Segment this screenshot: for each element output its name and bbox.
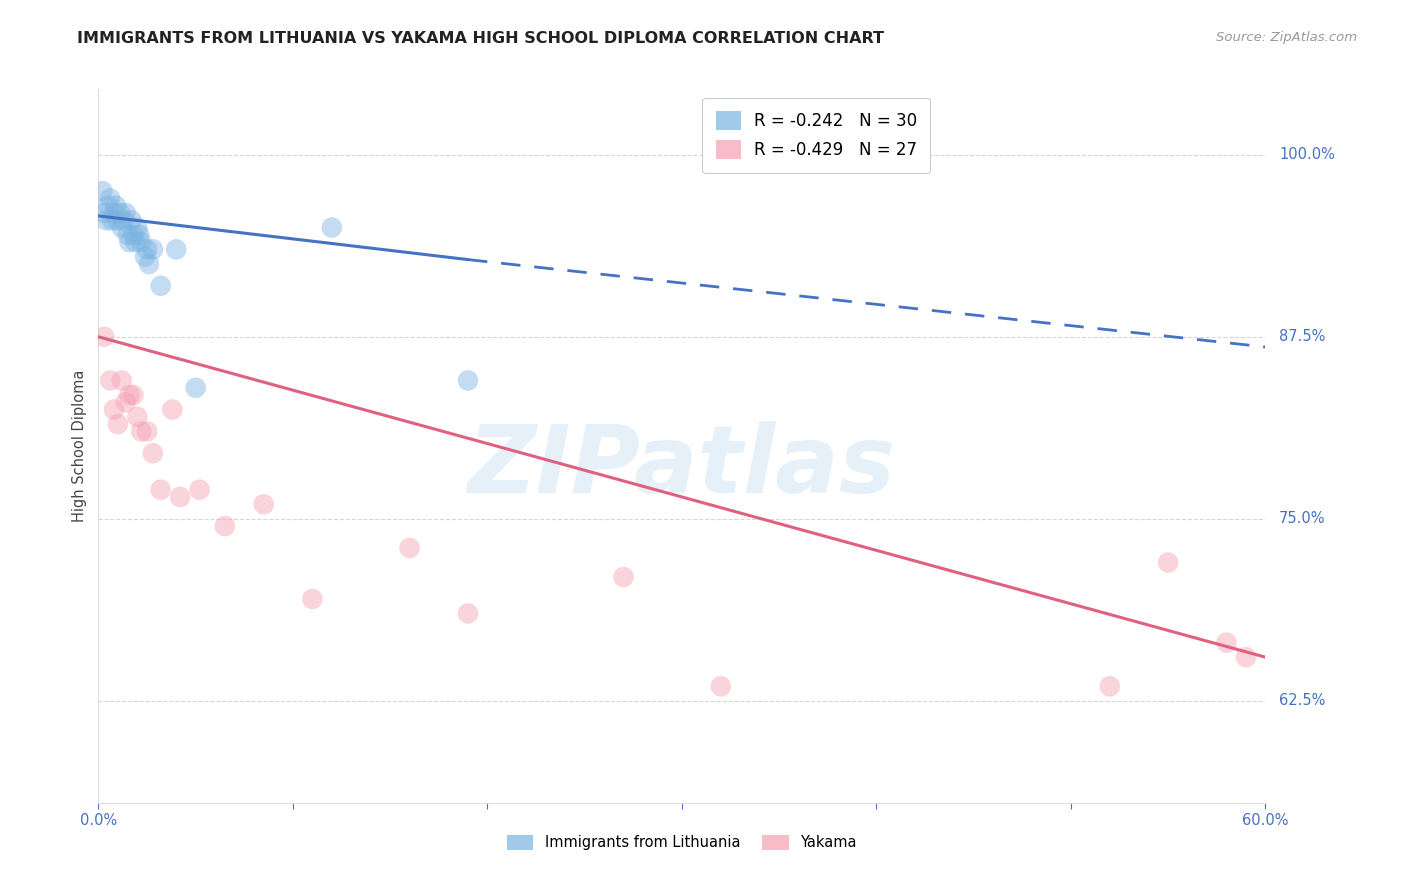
Point — [142, 446, 165, 460]
Point — [117, 227, 139, 242]
Text: ZIPatlas: ZIPatlas — [468, 421, 896, 514]
Point — [112, 213, 135, 227]
Point — [103, 206, 125, 220]
Point — [457, 374, 479, 388]
Point — [118, 235, 141, 249]
Point — [111, 374, 134, 388]
Point — [149, 483, 172, 497]
Point — [122, 227, 145, 242]
Text: Source: ZipAtlas.com: Source: ZipAtlas.com — [1216, 31, 1357, 45]
Point — [101, 213, 124, 227]
Point — [1234, 650, 1257, 665]
Point — [136, 243, 159, 257]
Point — [107, 213, 129, 227]
Point — [91, 184, 114, 198]
Point — [142, 243, 165, 257]
Point — [457, 607, 479, 621]
Legend: Immigrants from Lithuania, Yakama: Immigrants from Lithuania, Yakama — [501, 829, 863, 856]
Point — [184, 381, 207, 395]
Point — [321, 220, 343, 235]
Point — [98, 191, 121, 205]
Point — [169, 490, 191, 504]
Point — [104, 199, 127, 213]
Text: 75.0%: 75.0% — [1279, 511, 1326, 526]
Point — [108, 206, 131, 220]
Text: 87.5%: 87.5% — [1279, 329, 1326, 344]
Point — [253, 497, 276, 511]
Text: 62.5%: 62.5% — [1279, 693, 1326, 708]
Point — [97, 199, 120, 213]
Point — [188, 483, 211, 497]
Point — [138, 257, 160, 271]
Point — [301, 591, 323, 606]
Point — [124, 235, 146, 249]
Point — [134, 250, 156, 264]
Point — [111, 220, 134, 235]
Point — [96, 213, 118, 227]
Point — [162, 402, 184, 417]
Point — [122, 388, 145, 402]
Point — [165, 243, 187, 257]
Point — [114, 206, 136, 220]
Point — [1098, 679, 1121, 693]
Point — [121, 213, 143, 227]
Text: IMMIGRANTS FROM LITHUANIA VS YAKAMA HIGH SCHOOL DIPLOMA CORRELATION CHART: IMMIGRANTS FROM LITHUANIA VS YAKAMA HIGH… — [77, 31, 884, 46]
Point — [214, 519, 236, 533]
Point — [103, 402, 125, 417]
Point — [127, 220, 149, 235]
Text: 100.0%: 100.0% — [1279, 147, 1334, 162]
Y-axis label: High School Diploma: High School Diploma — [72, 370, 87, 522]
Point — [114, 395, 136, 409]
Point — [129, 425, 152, 439]
Point — [149, 278, 172, 293]
Point — [98, 374, 121, 388]
Point — [710, 679, 733, 693]
Point — [107, 417, 129, 432]
Point — [613, 570, 636, 584]
Point — [93, 206, 115, 220]
Point — [398, 541, 420, 555]
Point — [93, 330, 115, 344]
Point — [128, 227, 150, 242]
Point — [1215, 635, 1237, 649]
Point — [129, 235, 152, 249]
Point — [118, 388, 141, 402]
Point — [1157, 556, 1180, 570]
Point — [127, 409, 149, 424]
Point — [136, 425, 159, 439]
